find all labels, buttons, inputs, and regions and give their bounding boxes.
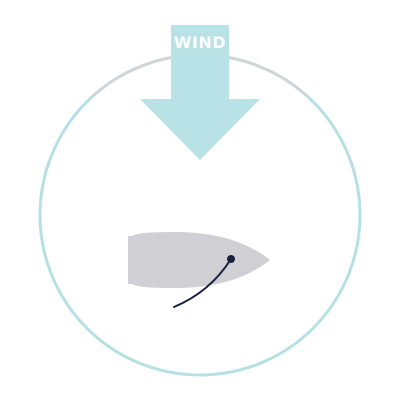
- boat-hull: [128, 232, 270, 288]
- sail-line: [173, 258, 232, 308]
- mast-point: [227, 255, 235, 263]
- wind-arrow-icon: [140, 25, 260, 160]
- wind-label: WIND: [174, 33, 226, 52]
